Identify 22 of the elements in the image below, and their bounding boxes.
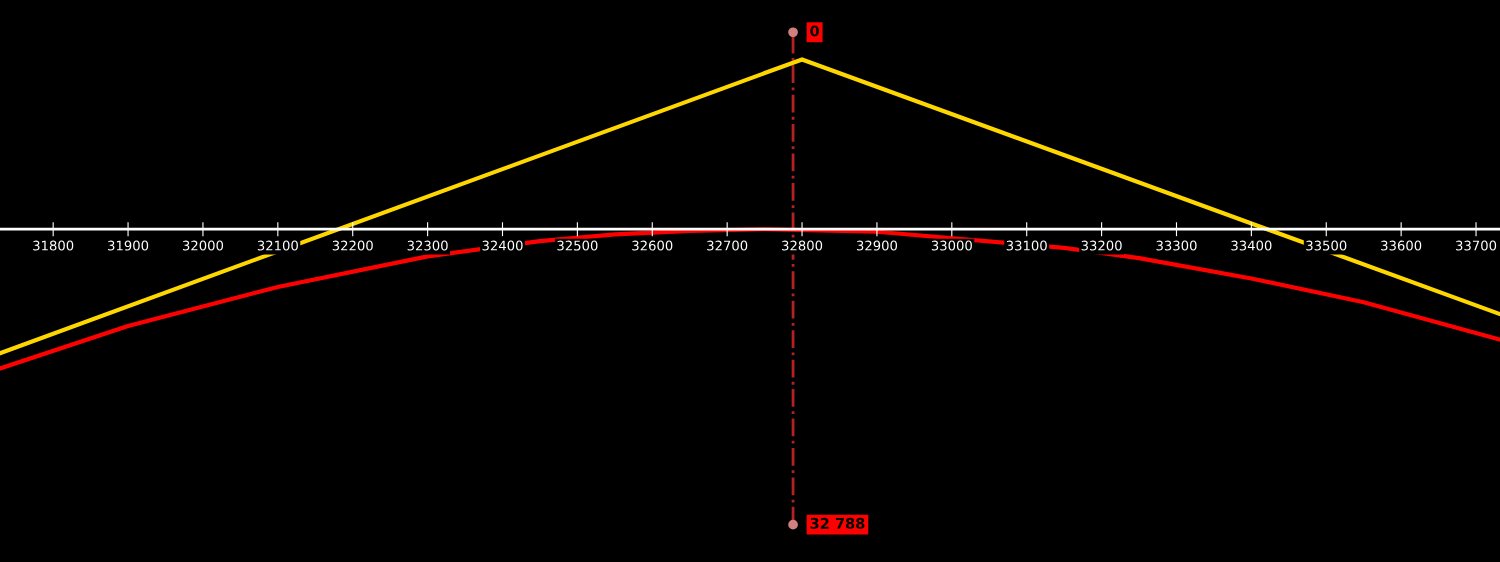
x-tick-label: 33200 bbox=[1081, 240, 1122, 251]
x-tick-label: 32900 bbox=[856, 240, 898, 251]
x-tick-label: 32600 bbox=[632, 240, 673, 251]
x-tick-label: 32100 bbox=[257, 240, 298, 251]
x-tick-label: 32400 bbox=[482, 240, 523, 251]
x-tick-label: 33100 bbox=[1006, 240, 1047, 251]
x-tick-label: 33700 bbox=[1456, 240, 1497, 251]
x-tick-label: 32700 bbox=[707, 240, 748, 251]
x-tick-label: 33000 bbox=[931, 240, 972, 251]
x-tick-label: 31800 bbox=[33, 240, 74, 251]
x-tick-label: 32200 bbox=[332, 240, 373, 251]
x-tick-label: 33400 bbox=[1231, 240, 1272, 251]
x-tick-label: 33500 bbox=[1306, 240, 1347, 251]
x-tick-label: 33300 bbox=[1156, 240, 1197, 251]
x-tick-label: 32300 bbox=[407, 240, 448, 251]
annotation: 32 788 bbox=[810, 517, 865, 529]
x-tick-label: 33600 bbox=[1381, 240, 1422, 251]
x-tick-label: 32500 bbox=[557, 240, 598, 251]
x-tick-label: 31900 bbox=[108, 240, 149, 251]
x-tick-label: 32800 bbox=[782, 240, 823, 251]
x-tick-label: 32000 bbox=[182, 240, 224, 251]
annotation: 0 bbox=[810, 25, 819, 37]
